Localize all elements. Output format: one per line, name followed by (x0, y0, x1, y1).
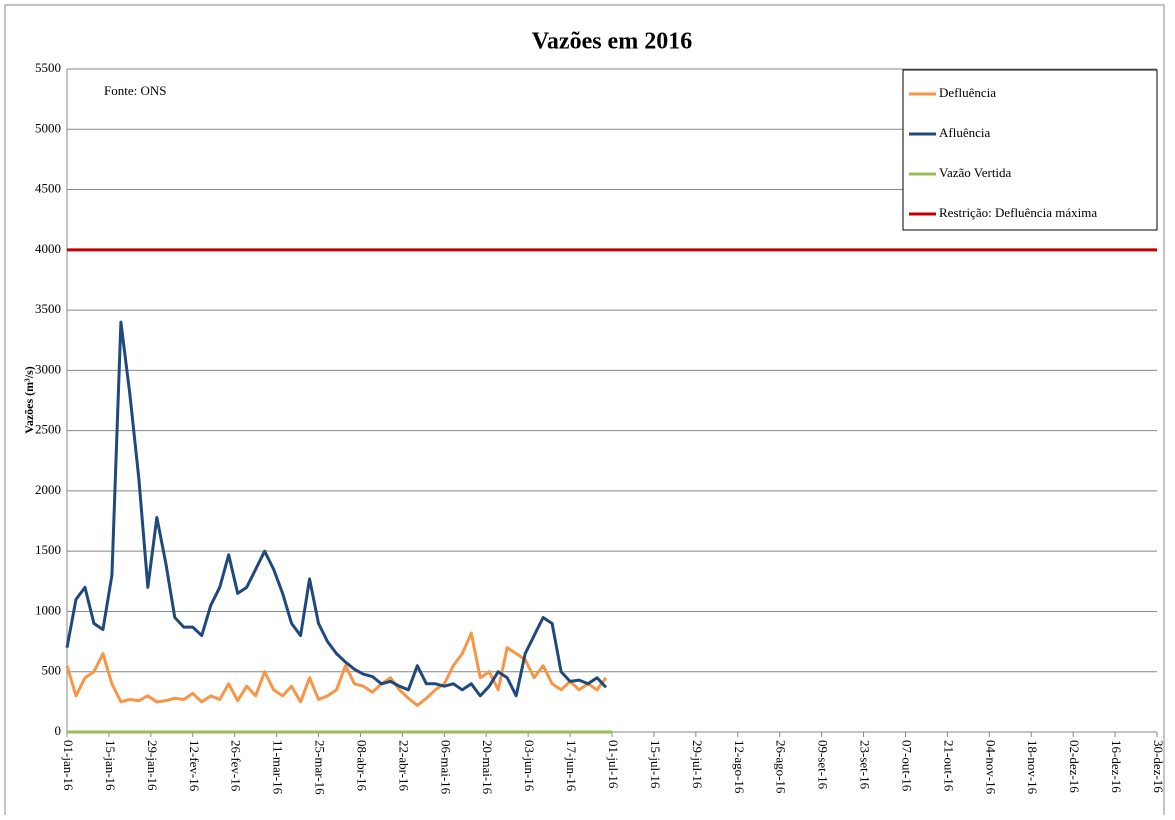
chart-title: Vazões em 2016 (532, 29, 692, 55)
x-tick-label: 20-mai-16 (480, 740, 495, 795)
x-tick-label: 06-mai-16 (438, 740, 453, 795)
x-tick-label: 29-jan-16 (145, 740, 160, 791)
legend-label: Defluência (939, 85, 996, 100)
y-axis-label: Vazões (m³/s) (22, 366, 36, 433)
x-tick-label: 23-set-16 (858, 740, 873, 790)
y-tick-label: 5500 (35, 60, 61, 75)
x-tick-label: 22-abr-16 (396, 740, 411, 791)
x-tick-label: 04-nov-16 (983, 740, 998, 795)
x-tick-label: 25-mar-16 (313, 740, 328, 795)
x-tick-label: 01-jan-16 (61, 740, 76, 791)
y-tick-label: 5000 (35, 120, 61, 135)
y-tick-label: 3000 (35, 361, 61, 376)
series-line (65, 320, 608, 698)
x-tick-label: 09-set-16 (816, 740, 831, 790)
x-tick-label: 08-abr-16 (354, 740, 369, 791)
y-tick-label: 4000 (35, 241, 61, 256)
y-tick-label: 0 (55, 723, 62, 738)
legend-label: Vazão Vertida (939, 165, 1012, 180)
x-tick-label: 02-dez-16 (1067, 740, 1082, 793)
x-tick-label: 11-mar-16 (271, 740, 286, 795)
x-tick-label: 21-out-16 (941, 740, 956, 792)
series-line (65, 631, 608, 707)
x-tick-label: 15-jul-16 (648, 740, 663, 789)
x-tick-label: 12-fev-16 (187, 740, 202, 792)
x-tick-label: 01-jul-16 (606, 740, 621, 789)
x-tick-label: 26-ago-16 (774, 740, 789, 794)
y-tick-label: 2500 (35, 422, 61, 437)
legend-label: Afluência (939, 125, 990, 140)
x-tick-label: 03-jun-16 (522, 740, 537, 792)
y-tick-label: 1000 (35, 602, 61, 617)
x-tick-label: 18-nov-16 (1025, 740, 1040, 795)
x-tick-label: 30-dez-16 (1151, 740, 1166, 793)
x-tick-label: 15-jan-16 (103, 740, 118, 791)
x-tick-label: 26-fev-16 (229, 740, 244, 792)
x-tick-label: 29-jul-16 (690, 740, 705, 789)
x-tick-label: 17-jun-16 (564, 740, 579, 792)
y-tick-label: 2000 (35, 482, 61, 497)
legend-box (902, 69, 1158, 231)
annotation: Fonte: ONS (104, 83, 166, 98)
y-tick-label: 500 (42, 663, 62, 678)
y-tick-label: 3500 (35, 301, 61, 316)
x-tick-label: 16-dez-16 (1109, 740, 1124, 793)
x-tick-label: 12-ago-16 (732, 740, 747, 794)
y-tick-label: 4500 (35, 181, 61, 196)
x-tick-label: 07-out-16 (899, 740, 914, 792)
legend-label: Restrição: Defluência máxima (939, 205, 1097, 220)
y-tick-label: 1500 (35, 542, 61, 557)
